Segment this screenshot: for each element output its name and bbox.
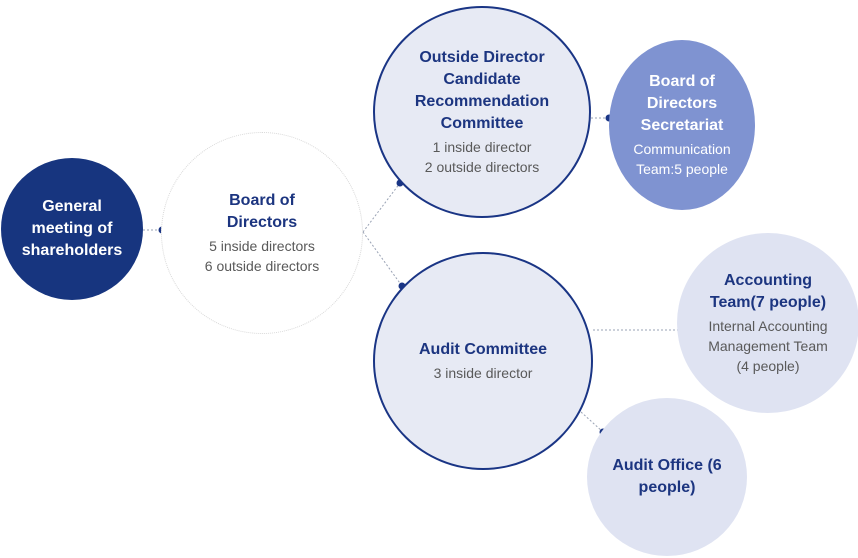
audit-office-title: Audit Office (6 people) [612,457,722,496]
outside-director-committee-node: Outside Director Candidate Recommendatio… [373,6,591,218]
general-meeting-node: General meeting of shareholders [1,158,143,300]
connector-audit-office [580,411,604,433]
odc-line-1: 1 inside director [432,139,532,155]
accounting-line-2: (4 people) [736,358,800,374]
general-meeting-title: General meeting of shareholders [21,198,123,259]
board-title: Board of Directors [226,192,298,231]
board-line-1: 5 inside directors [209,238,315,254]
odc-title: Outside Director Candidate Recommendatio… [414,49,550,132]
accounting-team-node: Accounting Team(7 people) Internal Accou… [677,233,858,413]
board-of-directors-node: Board of Directors 5 inside directors 6 … [161,132,363,334]
audit-committee-node: Audit Committee 3 inside director [373,252,593,470]
accounting-line-1: Internal Accounting Management Team [708,318,828,354]
connector-board-audit [362,231,403,287]
board-line-2: 6 outside directors [204,258,320,274]
audit-committee-line-1: 3 inside director [433,365,533,381]
connector-board-odc [362,182,401,233]
secretariat-node: Board of Directors Secretariat Communica… [609,40,755,210]
accounting-title: Accounting Team(7 people) [709,272,827,311]
secretariat-title: Board of Directors Secretariat [640,73,724,134]
audit-office-node: Audit Office (6 people) [587,398,747,556]
odc-line-2: 2 outside directors [424,159,540,175]
secretariat-line-1: Communication Team:5 people [633,141,731,177]
audit-committee-title: Audit Committee [419,341,547,358]
